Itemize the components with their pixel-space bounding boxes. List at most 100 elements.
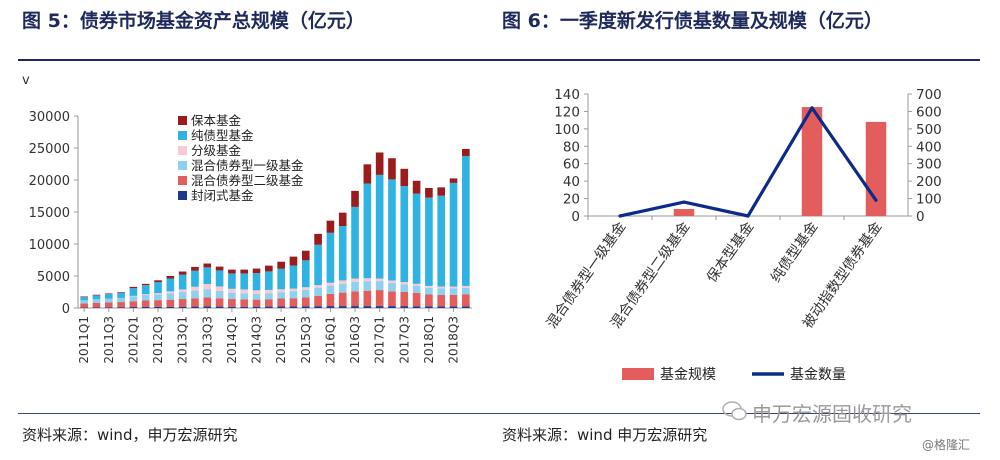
bar-segment-2014Q1-s2	[228, 292, 236, 300]
bar-segment-2012Q3-s4	[154, 282, 162, 294]
x-tick-label: 2017Q3	[397, 316, 411, 364]
bar-segment-2018Q3-s5	[449, 178, 458, 183]
bar-segment-2011Q2-s0	[92, 307, 101, 308]
bar-segment-2014Q1-s1	[228, 299, 236, 307]
left-y-tick-label: 80	[563, 139, 580, 155]
bar-segment-2018Q1-s0	[425, 306, 433, 308]
bar-segment-2018Q4-s4	[462, 156, 470, 286]
bar-segment-2016Q1-s0	[326, 306, 335, 308]
bar-segment-2013Q3-s1	[203, 297, 212, 307]
line-point-4	[874, 198, 878, 202]
bar-segment-2012Q1-s2	[129, 296, 138, 302]
bar-segment-2011Q2-s1	[92, 302, 101, 308]
bar-segment-2011Q1-s4	[80, 297, 88, 301]
bar-segment-2011Q2-s5	[92, 294, 101, 296]
bar-segment-2014Q3-s2	[252, 293, 261, 300]
x-tick-label: 2011Q3	[102, 316, 116, 364]
x-tick-label: 2014Q3	[250, 316, 264, 364]
bar-segment-2014Q3-s4	[252, 273, 261, 291]
y-tick-label: 30000	[29, 110, 70, 125]
bar-segment-2016Q3-s0	[351, 306, 359, 308]
bar-segment-2017Q4-s5	[412, 180, 421, 194]
bar-segment-2011Q2-s2	[92, 299, 101, 303]
right-y-tick-label: 400	[916, 139, 942, 155]
x-tick-label: 2016Q3	[348, 316, 362, 364]
bar-segment-2011Q2-s4	[92, 295, 101, 300]
bar-segment-2018Q3-s0	[449, 306, 458, 308]
bar-segment-2018Q1-s2	[425, 287, 433, 295]
bar-segment-2015Q4-s4	[314, 244, 322, 286]
bar-segment-2013Q4-s2	[215, 290, 224, 299]
figure6-source: 资料来源：wind 申万宏源研究	[502, 426, 708, 444]
bar-segment-2013Q2-s3	[191, 286, 199, 291]
bar-segment-2017Q2-s0	[388, 306, 396, 308]
right-y-tick-label: 700	[916, 87, 942, 103]
bar-segment-2016Q2-s2	[338, 283, 347, 293]
bar-segment-2014Q2-s0	[240, 306, 249, 308]
bar-segment-2016Q2-s5	[338, 212, 347, 227]
legend-label: 纯债型基金	[191, 128, 254, 143]
bar-segment-2015Q2-s0	[289, 306, 298, 308]
bar-segment-2011Q4-s2	[117, 297, 125, 303]
y-tick-label: 10000	[29, 238, 70, 253]
legend-swatch-0	[178, 191, 187, 200]
bar-segment-2018Q1-s1	[425, 294, 433, 307]
bar-segment-2017Q3-s0	[400, 306, 409, 308]
bar-segment-2012Q2-s3	[141, 294, 150, 296]
x-tick-label: 2017Q1	[373, 316, 387, 364]
bar-1	[673, 209, 695, 216]
bar-segment-2011Q4-s0	[117, 307, 125, 308]
legend-label: 封闭式基金	[191, 188, 254, 203]
bar-segment-2016Q3-s5	[351, 190, 359, 207]
bar-segment-2014Q2-s5	[240, 269, 249, 274]
bar-segment-2011Q1-s0	[80, 307, 88, 308]
bar-segment-2018Q1-s5	[425, 188, 433, 198]
bar-segment-2012Q2-s4	[141, 285, 150, 295]
bar-segment-2016Q1-s2	[326, 285, 335, 294]
legend-label: 混合债券型二级基金	[191, 173, 304, 188]
bar-segment-2018Q2-s3	[437, 286, 446, 289]
right-y-tick-label: 100	[916, 192, 942, 208]
right-y-tick-label: 500	[916, 122, 942, 138]
bar-segment-2012Q1-s5	[129, 286, 138, 289]
bar-segment-2011Q1-s1	[80, 303, 88, 308]
bar-segment-2017Q1-s1	[375, 290, 384, 307]
figure6-title: 图 6：一季度新发行债基数量及规模（亿元）	[502, 10, 883, 32]
bar-segment-2016Q1-s3	[326, 282, 335, 286]
bar-segment-2012Q3-s1	[154, 300, 162, 307]
bar-segment-2018Q4-s0	[462, 306, 470, 308]
bar-segment-2015Q1-s0	[277, 306, 285, 308]
bar-segment-2015Q4-s2	[314, 287, 322, 296]
figure5-stacked-bar-chart: v 0 5000 10000 15000 20000 25000 30000 2011Q1 201…	[22, 73, 472, 364]
bar-segment-2012Q2-s2	[141, 295, 150, 301]
bar-segment-2011Q4-s5	[117, 292, 125, 293]
bar-segment-2016Q1-s1	[326, 293, 335, 307]
bar-segment-2013Q2-s4	[191, 270, 199, 287]
x-tick-label: 2018Q3	[447, 316, 461, 364]
figure5-source: 资料来源：wind，申万宏源研究	[22, 426, 238, 444]
bar-segment-2014Q4-s1	[265, 299, 273, 307]
bar-segment-2017Q4-s2	[412, 285, 421, 293]
left-y-tick-label: 60	[563, 157, 580, 173]
right-y-tick-label: 200	[916, 174, 942, 190]
left-y-tick-label: 140	[554, 87, 580, 103]
bar-segment-2015Q2-s5	[289, 256, 298, 266]
bar-segment-2016Q4-s0	[363, 306, 372, 308]
wechat-icon	[722, 401, 747, 421]
bar-segment-2012Q4-s2	[166, 293, 175, 300]
bar-segment-2016Q3-s1	[351, 291, 359, 307]
bar-segment-2018Q4-s1	[462, 294, 470, 307]
bar-segment-2015Q2-s2	[289, 291, 298, 299]
bar-segment-2012Q1-s3	[129, 295, 138, 297]
figure5-title: 图 5：债券市场基金资产总规模（亿元）	[22, 10, 365, 32]
bar-segment-2013Q3-s5	[203, 263, 212, 268]
bar-segment-2014Q3-s1	[252, 299, 261, 307]
bar-segment-2017Q4-s0	[412, 306, 421, 308]
bar-segment-2018Q3-s1	[449, 294, 458, 307]
bar-segment-2016Q2-s1	[338, 292, 347, 307]
right-y-tick-label: 600	[916, 104, 942, 120]
bar-segment-2016Q2-s3	[338, 280, 347, 284]
bar-segment-2011Q3-s0	[104, 307, 113, 308]
left-y-tick-label: 120	[554, 104, 580, 120]
legend-label-line: 基金数量	[790, 366, 846, 383]
